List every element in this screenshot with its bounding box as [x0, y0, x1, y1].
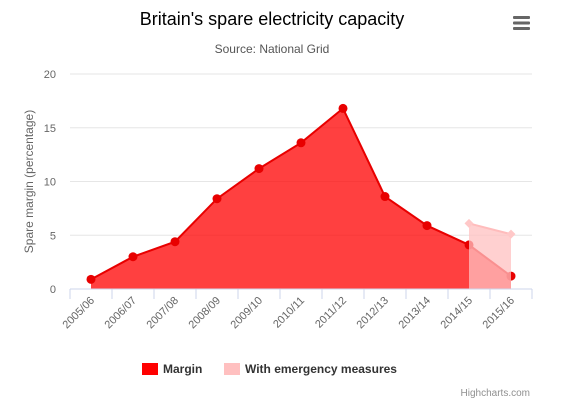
data-point: [86, 274, 96, 284]
y-tick-label: 0: [50, 284, 56, 296]
data-point: [170, 237, 180, 247]
series-area-emergency: [469, 223, 511, 289]
series-area-margin: [91, 108, 511, 290]
data-point: [254, 164, 264, 174]
data-point: [338, 103, 348, 113]
series-layer: [86, 103, 516, 290]
data-point: [464, 218, 474, 228]
legend-label: Margin: [163, 362, 202, 376]
chart-subtitle: Source: National Grid: [215, 42, 330, 56]
y-axis-title: Spare margin (percentage): [22, 110, 36, 253]
legend: Margin With emergency measures: [142, 362, 397, 376]
credits-link[interactable]: Highcharts.com: [461, 388, 530, 399]
chart-title: Britain's spare electricity capacity: [140, 9, 405, 29]
y-tick-label: 5: [50, 230, 56, 242]
y-tick-label: 20: [44, 69, 56, 81]
legend-swatch: [224, 363, 240, 375]
data-point: [380, 192, 390, 202]
data-point: [212, 194, 222, 204]
data-point: [128, 252, 138, 262]
y-tick-label: 15: [44, 123, 56, 135]
legend-swatch: [142, 363, 158, 375]
y-axis: 0 5 10 15 20: [44, 69, 56, 296]
series-line-emergency: [468, 222, 512, 236]
data-point: [506, 229, 516, 239]
hamburger-menu-icon[interactable]: [508, 12, 534, 34]
data-point: [422, 221, 432, 231]
data-point: [296, 138, 306, 148]
legend-item[interactable]: With emergency measures: [224, 362, 397, 376]
legend-item[interactable]: Margin: [142, 362, 202, 376]
legend-label: With emergency measures: [245, 362, 397, 376]
y-tick-label: 10: [44, 177, 56, 189]
